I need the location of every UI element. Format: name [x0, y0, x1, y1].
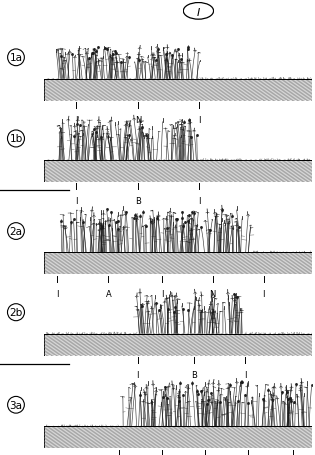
Text: I: I: [161, 289, 163, 298]
Bar: [44, 161, 312, 182]
Text: I: I: [56, 289, 59, 298]
Text: I: I: [244, 370, 246, 379]
Text: I: I: [198, 116, 201, 125]
Text: 1a: 1a: [9, 53, 22, 63]
Text: I: I: [75, 116, 77, 125]
Text: 2b: 2b: [9, 308, 23, 318]
Text: B: B: [135, 197, 141, 206]
Text: N: N: [209, 289, 216, 298]
Bar: [44, 80, 312, 101]
Text: I: I: [262, 289, 265, 298]
Text: N: N: [135, 116, 141, 125]
Text: I: I: [197, 8, 200, 17]
Text: 2a: 2a: [9, 227, 22, 237]
Text: A: A: [106, 289, 111, 298]
Text: B: B: [191, 370, 197, 379]
Text: I: I: [137, 370, 139, 379]
Bar: [44, 253, 312, 275]
Bar: [44, 426, 312, 448]
Text: 1b: 1b: [9, 134, 23, 144]
Text: I: I: [198, 197, 201, 206]
Text: 3a: 3a: [9, 400, 22, 410]
Text: I: I: [75, 197, 77, 206]
Bar: [44, 334, 312, 356]
